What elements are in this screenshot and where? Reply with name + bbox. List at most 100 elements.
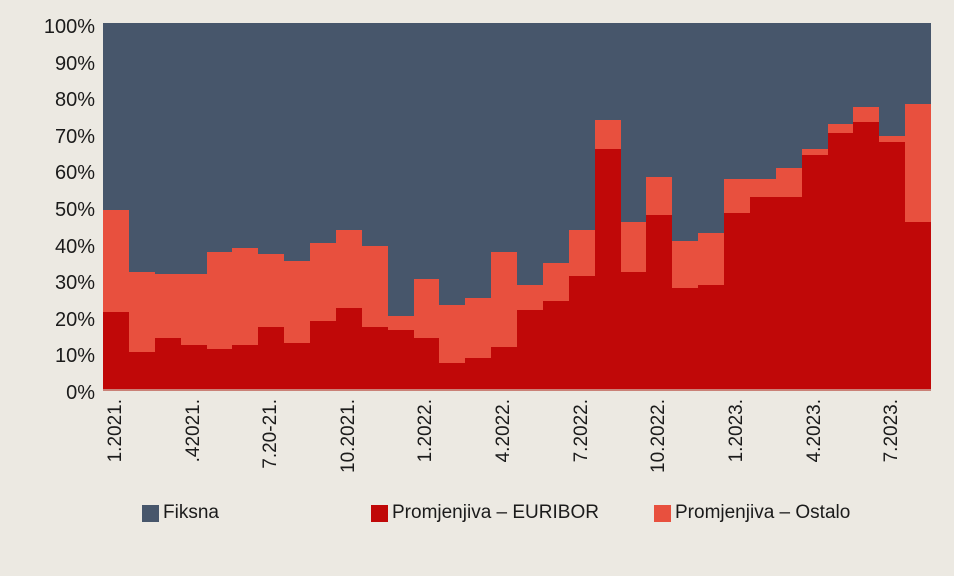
y-tick-label: 60% <box>54 162 95 185</box>
segment-ostalo <box>361 246 388 327</box>
x-tick-label: 7.2022. <box>570 399 592 463</box>
y-tick-label: 20% <box>54 308 95 331</box>
bar-column <box>335 23 362 389</box>
bar-column <box>594 23 621 389</box>
segment-euribor <box>491 346 517 389</box>
segment-ostalo <box>853 107 880 122</box>
y-tick-label: 50% <box>54 199 95 221</box>
segment-ostalo <box>180 273 207 346</box>
segment-ostalo <box>128 271 155 353</box>
segment-ostalo <box>775 167 802 197</box>
segment-euribor <box>594 149 621 389</box>
segment-euribor <box>232 345 259 389</box>
segment-euribor <box>413 337 440 389</box>
segment-euribor <box>439 363 466 389</box>
segment-euribor <box>517 310 543 389</box>
legend-item-fiksna: Fiksna <box>142 503 219 523</box>
segment-euribor <box>206 348 233 389</box>
segment-ostalo <box>413 279 440 338</box>
bar-column <box>439 23 466 389</box>
segment-euribor <box>284 343 310 389</box>
segment-euribor <box>180 345 207 389</box>
segment-euribor <box>465 357 492 389</box>
y-tick-label: 0% <box>66 382 95 404</box>
legend-item-ostalo: Promjenjiva – Ostalo <box>654 503 850 523</box>
x-tick-label: 7.20-21. <box>260 399 282 469</box>
segment-ostalo <box>387 315 414 331</box>
segment-euribor <box>775 196 802 389</box>
y-tick-label: 70% <box>54 125 95 148</box>
y-tick-label: 30% <box>54 272 95 295</box>
segment-euribor <box>103 312 129 389</box>
segment-ostalo <box>724 178 750 214</box>
bar-column <box>646 23 673 389</box>
segment-ostalo <box>284 260 310 344</box>
segment-euribor <box>853 121 880 389</box>
bar-column <box>310 23 336 389</box>
bar-column <box>387 23 414 389</box>
bar-column <box>672 23 699 389</box>
bar-column <box>491 23 517 389</box>
ostalo-swatch-icon <box>654 504 671 522</box>
y-tick-label: 80% <box>54 89 95 112</box>
x-tick-label: 10.2021. <box>337 399 359 473</box>
segment-ostalo <box>542 262 569 302</box>
segment-ostalo <box>801 149 828 155</box>
segment-ostalo <box>905 103 931 223</box>
bar-column <box>128 23 155 389</box>
segment-euribor <box>154 337 181 389</box>
x-tick-label: .42021. <box>182 399 204 463</box>
segment-euribor <box>646 215 673 389</box>
bar-column <box>232 23 259 389</box>
segment-ostalo <box>568 229 595 276</box>
segment-ostalo <box>206 251 233 349</box>
segment-euribor <box>827 132 854 389</box>
segment-ostalo <box>620 222 647 272</box>
y-tick-label: 40% <box>54 235 95 258</box>
segment-ostalo <box>646 176 673 216</box>
y-tick-label: 100% <box>43 16 95 38</box>
segment-euribor <box>542 301 569 389</box>
bar-column <box>749 23 776 389</box>
segment-ostalo <box>310 242 336 322</box>
segment-euribor <box>879 141 906 389</box>
plot-area <box>103 23 931 391</box>
segment-euribor <box>905 222 931 389</box>
segment-ostalo <box>827 123 854 133</box>
bar-column <box>853 23 880 389</box>
bar-column <box>413 23 440 389</box>
x-tick-label: 10.2022. <box>648 399 670 473</box>
bar-column <box>905 23 931 389</box>
segment-ostalo <box>749 178 776 197</box>
segment-ostalo <box>465 297 492 358</box>
segment-ostalo <box>491 251 517 347</box>
segment-euribor <box>620 271 647 389</box>
bar-column <box>542 23 569 389</box>
bar-column <box>284 23 310 389</box>
euribor-swatch-icon <box>371 504 388 522</box>
segment-ostalo <box>698 233 724 285</box>
bar-column <box>258 23 285 389</box>
segment-ostalo <box>517 284 543 311</box>
segment-euribor <box>749 196 776 389</box>
segment-ostalo <box>439 304 466 364</box>
legend-label-fiksna: Fiksna <box>163 502 219 523</box>
x-tick-label: 1.2022. <box>415 399 437 463</box>
bar-column <box>879 23 906 389</box>
legend-item-euribor: Promjenjiva – EURIBOR <box>371 503 599 523</box>
segment-euribor <box>387 330 414 389</box>
bar-column <box>775 23 802 389</box>
bar-column <box>465 23 492 389</box>
legend-label-ostalo: Promjenjiva – Ostalo <box>675 502 851 523</box>
segment-euribor <box>258 326 285 389</box>
bar-column <box>103 23 129 389</box>
y-tick-label: 10% <box>54 345 95 368</box>
segment-ostalo <box>594 120 621 150</box>
bar-column <box>361 23 388 389</box>
y-tick-label: 90% <box>54 52 95 75</box>
x-tick-label: 1.2023. <box>725 399 747 463</box>
segment-euribor <box>335 308 362 389</box>
segment-euribor <box>361 326 388 389</box>
legend-label-euribor: Promjenjiva – EURIBOR <box>392 502 599 523</box>
